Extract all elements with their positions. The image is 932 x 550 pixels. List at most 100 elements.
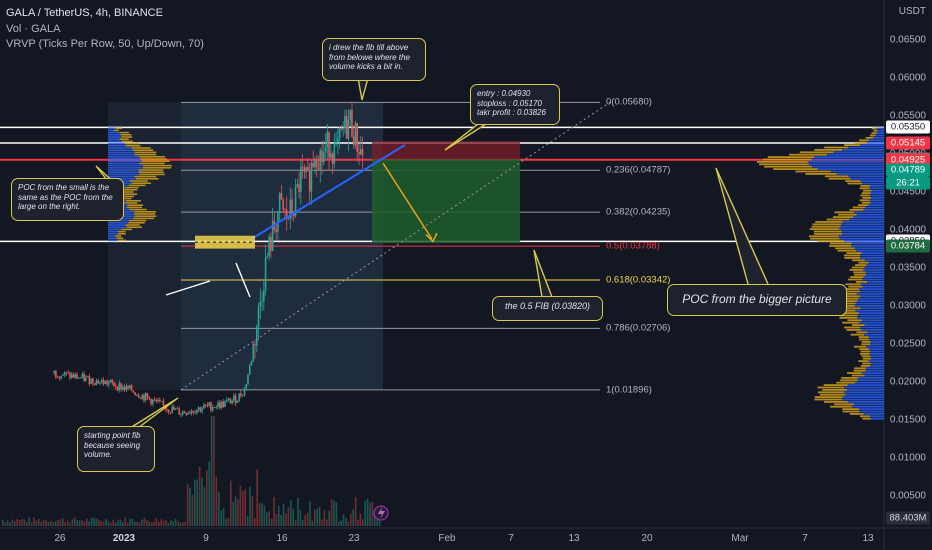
vp-right-down (871, 132, 877, 134)
vp-left-down (132, 149, 154, 151)
vp-right-down (844, 326, 861, 329)
vp-left-up (108, 173, 140, 176)
volume-bar (333, 500, 335, 526)
time-tick: 9 (203, 533, 209, 544)
vp-right-up (866, 273, 884, 276)
time-tick: 7 (802, 533, 808, 544)
fib-diagonal (180, 101, 611, 391)
vp-right-up (870, 343, 884, 346)
candle-body (159, 399, 161, 402)
candle-body (335, 141, 337, 144)
volume-bar (129, 518, 131, 526)
candle-body (352, 136, 355, 146)
vp-left-up (108, 228, 122, 231)
volume-bar (249, 486, 251, 526)
candle-body (294, 187, 297, 216)
vp-right-up (839, 228, 884, 230)
poc-small-callout[interactable]: POC from the small is the same as the PO… (11, 178, 124, 221)
candle-body (238, 393, 240, 401)
volume-bar (100, 521, 102, 526)
candle-body (211, 407, 214, 411)
vp-left-down (127, 204, 144, 206)
vp-right-up (836, 173, 884, 175)
candle-body (285, 209, 288, 219)
time-tick: 13 (568, 533, 580, 544)
vp-right-up (859, 290, 884, 293)
candle-body (263, 290, 265, 302)
volume-bar (239, 485, 242, 526)
vp-left-up (108, 169, 139, 171)
vp-right-down (805, 173, 837, 175)
time-tick: 26 (54, 533, 66, 544)
vp-right-down (853, 369, 866, 372)
vp-left-up (108, 127, 116, 129)
candle-body (340, 127, 343, 130)
lightning-icon (378, 507, 385, 519)
candle-body (359, 149, 362, 155)
start-note-callout[interactable]: starting point fib because seeing volume… (77, 426, 155, 472)
volume-bar (234, 496, 237, 526)
vp-right-down (862, 417, 871, 420)
candle-body (220, 401, 223, 408)
volume-indicator-label[interactable]: Vol · GALA (6, 23, 61, 35)
candle-body (345, 115, 348, 139)
vp-left-down (117, 230, 126, 233)
vp-left-up (108, 224, 126, 226)
vp-right-down (859, 415, 870, 418)
vp-right-up (870, 350, 884, 353)
volume-bar (76, 520, 78, 526)
candle-body (180, 414, 182, 415)
vp-left-up (108, 147, 132, 149)
vp-right-down (873, 129, 878, 132)
vp-right-down (856, 331, 868, 334)
vp-right-up (860, 283, 884, 286)
vp-right-up (871, 189, 884, 192)
fib-note-callout[interactable]: i drew the fib till above from belowe wh… (322, 38, 426, 81)
vp-right-down (858, 338, 869, 341)
volume-bar (342, 514, 345, 526)
vp-right-down (849, 269, 864, 271)
vp-right-up (857, 379, 884, 382)
vp-right-down (764, 165, 813, 168)
trade-callout[interactable]: entry : 0.04930 stoploss : 0.05170 takr … (470, 84, 560, 125)
vp-left-down (125, 145, 141, 147)
candle-body (116, 386, 119, 391)
vp-left-down (126, 226, 143, 228)
vp-left-up (108, 131, 120, 134)
volume-value-label: 88.403M (886, 511, 930, 525)
symbol-title[interactable]: GALA / TetherUS, 4h, BINANCE (6, 7, 163, 19)
vp-right-down (814, 149, 843, 151)
fib-half-callout[interactable]: the 0.5 FIB (0.03820) (492, 296, 603, 321)
vp-right-down (817, 240, 845, 242)
vp-right-up (811, 158, 884, 161)
candle-body (310, 162, 313, 192)
vp-right-up (850, 177, 884, 180)
price-tick: 0.01000 (889, 452, 926, 464)
vp-left-down (129, 180, 148, 182)
candle-body (106, 380, 108, 385)
vp-right-up (869, 199, 884, 202)
poc-big-callout[interactable]: POC from the bigger picture (667, 284, 847, 316)
volume-bar (347, 521, 350, 526)
vp-right-up (842, 149, 884, 151)
vp-right-up (860, 144, 884, 146)
candle-body (160, 400, 163, 402)
vp-right-down (828, 177, 851, 180)
volume-bar (208, 461, 210, 526)
candle-body (74, 374, 77, 378)
time-tick: 13 (862, 533, 874, 544)
candle-body (213, 407, 216, 409)
price-marker-label: 0.05350 (886, 120, 930, 134)
vp-left-down (131, 147, 151, 149)
vp-right-down (839, 314, 858, 317)
vp-right-up (859, 254, 884, 257)
volume-bar (86, 518, 88, 526)
vp-right-up (857, 317, 884, 319)
vrvp-indicator-label[interactable]: VRVP (Ticks Per Row, 50, Up/Down, 70) (6, 38, 204, 50)
candle-body (257, 306, 260, 327)
callout-tail (357, 77, 369, 101)
candle-body (114, 386, 117, 387)
candle-body (208, 402, 210, 406)
volume-bar (203, 487, 206, 526)
